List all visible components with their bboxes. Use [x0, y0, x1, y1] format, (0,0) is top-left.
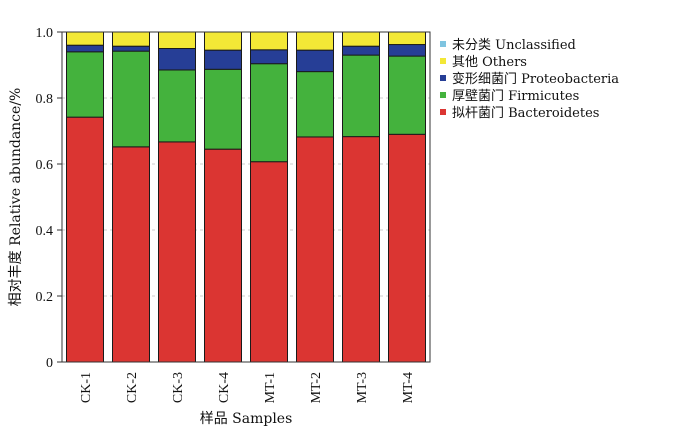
y-tick-label: 1.0 [36, 26, 54, 41]
y-tick-label: 0.8 [36, 92, 54, 107]
legend-swatch [440, 58, 446, 64]
bar-segment [158, 69, 196, 143]
legend-swatch [440, 92, 446, 98]
bar-segment [250, 63, 288, 163]
bar-segment [342, 136, 380, 363]
bar-segment [66, 51, 104, 118]
bar-segment [250, 49, 288, 65]
x-tick-label: MT-4 [401, 372, 416, 403]
y-tick-label: 0.6 [36, 158, 54, 173]
x-tick-label: MT-2 [309, 372, 324, 403]
bar-segment [158, 141, 196, 363]
legend-swatch [440, 75, 446, 81]
bar-segment [250, 31, 288, 51]
bar-segment [158, 48, 196, 71]
x-tick-label: CK-1 [79, 372, 94, 403]
x-tick-label: MT-1 [263, 372, 278, 403]
x-tick-label: CK-2 [125, 372, 140, 403]
bar-segment [66, 44, 104, 53]
x-tick-label: CK-3 [171, 372, 186, 403]
legend-swatch [440, 109, 446, 115]
y-axis-title: 相对丰度 Relative abundance/% [8, 88, 24, 307]
bar-segment [204, 49, 242, 70]
bar-segment [66, 116, 104, 363]
bar-segment [158, 31, 196, 49]
bar-segment [204, 148, 242, 363]
bar-segment [112, 31, 150, 47]
bar-segment [112, 45, 150, 52]
x-tick-label: MT-3 [355, 372, 370, 403]
y-tick-label: 0 [46, 356, 53, 371]
bar-segment [342, 45, 380, 56]
bar-segment [388, 133, 426, 363]
y-axis: 0 0.2 0.4 0.6 0.8 1.0 [36, 26, 62, 371]
y-tick-label: 0.4 [36, 224, 54, 239]
x-axis-title: 样品 Samples [200, 411, 293, 427]
bar-segment [204, 68, 242, 150]
bar-segment [388, 55, 426, 135]
bars [66, 31, 426, 363]
bar-segment [250, 161, 288, 363]
bar-segment [296, 71, 334, 138]
x-tick-label: CK-4 [217, 372, 232, 403]
legend-swatch [440, 41, 446, 47]
bar-segment [112, 50, 150, 148]
legend-label: 变形细菌门 Proteobacteria [452, 71, 619, 87]
bar-segment [296, 136, 334, 363]
bar-segment [388, 31, 426, 46]
legend-label: 厚壁菌门 Firmicutes [452, 89, 579, 104]
legend-label: 拟杆菌门 Bacteroidetes [452, 106, 599, 121]
bar-segment [296, 31, 334, 51]
legend-label: 未分类 Unclassified [452, 38, 576, 53]
bar-segment [296, 49, 334, 73]
x-axis: CK-1 CK-2 CK-3 CK-4 MT-1 MT-2 MT-3 MT-4 [79, 372, 416, 403]
bar-segment [342, 31, 380, 47]
plot-frame [61, 31, 431, 363]
legend-label: 其他 Others [452, 55, 527, 70]
y-tick-label: 0.2 [36, 290, 54, 305]
bar-segment [388, 44, 426, 57]
bar-segment [66, 31, 104, 46]
bar-segment [342, 54, 380, 138]
bar-segment [112, 146, 150, 363]
bar-segment [204, 31, 242, 51]
